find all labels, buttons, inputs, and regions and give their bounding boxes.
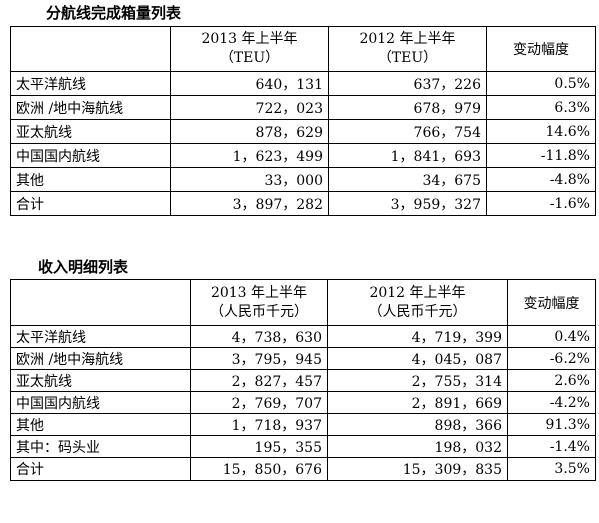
route-cell: 太平洋航线 (10, 325, 191, 348)
table-row: 其中：码头业 195，355 198，032 -1.4% (10, 435, 596, 458)
table-row: 其他 33，000 34，675 -4.8% (10, 167, 596, 192)
route-cell: 其中：码头业 (10, 435, 191, 458)
header-change-cell: 变动幅度 (486, 26, 596, 72)
table-row: 欧洲 /地中海航线 722，023 678，979 6.3% (10, 95, 596, 120)
route-cell: 亚太航线 (10, 119, 171, 144)
change-cell: 0.5% (486, 71, 596, 96)
value-2013-cell: 1，623，499 (170, 143, 329, 168)
table-row: 太平洋航线 640，131 637，226 0.5% (10, 71, 596, 96)
value-2012-cell: 1，841，693 (328, 143, 487, 168)
route-cell: 合计 (10, 191, 171, 216)
value-2013-cell: 1，718，937 (190, 413, 328, 436)
header-route-cell (10, 279, 191, 326)
value-2013-cell: 2，827，457 (190, 369, 328, 392)
volume-table: 2013 年上半年 （TEU） 2012 年上半年 （TEU） 变动幅度 太平洋… (10, 26, 596, 216)
table-total-row: 合计 15，850，676 15，309，835 3.5% (10, 457, 596, 481)
value-2012-cell: 766，754 (328, 119, 487, 144)
table-row: 中国国内航线 1，623，499 1，841，693 -11.8% (10, 143, 596, 168)
table-row: 欧洲 /地中海航线 3，795，945 4，045，087 -6.2% (10, 347, 596, 370)
change-cell: -4.2% (507, 391, 596, 414)
revenue-table-title: 收入明细列表 (38, 258, 129, 276)
table-row: 中国国内航线 2，769，707 2，891，669 -4.2% (10, 391, 596, 414)
revenue-table-header-row: 2013 年上半年 （人民币千元） 2012 年上半年 （人民币千元） 变动幅度 (10, 279, 596, 326)
header-2012-cell: 2012 年上半年 （人民币千元） (327, 279, 508, 326)
header-2012-unit: （人民币千元） (368, 303, 467, 320)
header-route-cell (10, 26, 171, 72)
change-cell: 2.6% (507, 369, 596, 392)
route-cell: 欧洲 /地中海航线 (10, 95, 171, 120)
route-cell: 欧洲 /地中海航线 (10, 347, 191, 370)
change-cell: 6.3% (486, 95, 596, 120)
header-change-cell: 变动幅度 (507, 279, 596, 326)
header-2013-cell: 2013 年上半年 （人民币千元） (190, 279, 328, 326)
value-2013-cell: 195，355 (190, 435, 328, 458)
volume-table-header-row: 2013 年上半年 （TEU） 2012 年上半年 （TEU） 变动幅度 (10, 26, 596, 72)
value-2012-cell: 898，366 (327, 413, 508, 436)
change-cell: 91.3% (507, 413, 596, 436)
value-2013-cell: 15，850，676 (190, 457, 328, 481)
header-2013-unit: （TEU） (219, 50, 280, 66)
value-2013-cell: 4，738，630 (190, 325, 328, 348)
route-cell: 其他 (10, 167, 171, 192)
table-row: 亚太航线 878，629 766，754 14.6% (10, 119, 596, 144)
value-2013-cell: 3，897，282 (170, 191, 329, 216)
value-2012-cell: 637，226 (328, 71, 487, 96)
change-cell: -4.8% (486, 167, 596, 192)
change-cell: -1.6% (486, 191, 596, 216)
route-cell: 其他 (10, 413, 191, 436)
change-cell: -1.4% (507, 435, 596, 458)
route-cell: 亚太航线 (10, 369, 191, 392)
route-cell: 太平洋航线 (10, 71, 171, 96)
table-row: 其他 1，718，937 898，366 91.3% (10, 413, 596, 436)
header-2013-year: 2013 年上半年 (210, 284, 308, 301)
table-total-row: 合计 3，897，282 3，959，327 -1.6% (10, 191, 596, 216)
header-2012-year: 2012 年上半年 (369, 284, 466, 301)
value-2013-cell: 3，795，945 (190, 347, 328, 370)
change-cell: -11.8% (486, 143, 596, 168)
value-2012-cell: 678，979 (328, 95, 487, 120)
value-2013-cell: 722，023 (170, 95, 329, 120)
header-2013-cell: 2013 年上半年 （TEU） (170, 26, 329, 72)
header-2012-cell: 2012 年上半年 （TEU） (328, 26, 487, 72)
value-2012-cell: 4，719，399 (327, 325, 508, 348)
change-cell: 3.5% (507, 457, 596, 481)
value-2012-cell: 34，675 (328, 167, 487, 192)
header-2013-unit: （人民币千元） (210, 303, 308, 320)
value-2012-cell: 3，959，327 (328, 191, 487, 216)
value-2012-cell: 198，032 (327, 435, 508, 458)
table-row: 太平洋航线 4，738，630 4，719，399 0.4% (10, 325, 596, 348)
route-cell: 中国国内航线 (10, 391, 191, 414)
route-cell: 中国国内航线 (10, 143, 171, 168)
volume-table-title: 分航线完成箱量列表 (46, 4, 182, 22)
header-2012-unit: （TEU） (377, 50, 438, 66)
change-cell: 14.6% (486, 119, 596, 144)
header-2012-year: 2012 年上半年 (359, 31, 456, 47)
change-cell: 0.4% (507, 325, 596, 348)
value-2013-cell: 33，000 (170, 167, 329, 192)
value-2013-cell: 2，769，707 (190, 391, 328, 414)
value-2012-cell: 4，045，087 (327, 347, 508, 370)
value-2013-cell: 640，131 (170, 71, 329, 96)
value-2012-cell: 2，891，669 (327, 391, 508, 414)
value-2012-cell: 15，309，835 (327, 457, 508, 481)
route-cell: 合计 (10, 457, 191, 481)
revenue-table: 2013 年上半年 （人民币千元） 2012 年上半年 （人民币千元） 变动幅度… (10, 279, 596, 481)
value-2013-cell: 878，629 (170, 119, 329, 144)
value-2012-cell: 2，755，314 (327, 369, 508, 392)
change-cell: -6.2% (507, 347, 596, 370)
table-row: 亚太航线 2，827，457 2，755，314 2.6% (10, 369, 596, 392)
header-2013-year: 2013 年上半年 (201, 31, 298, 47)
